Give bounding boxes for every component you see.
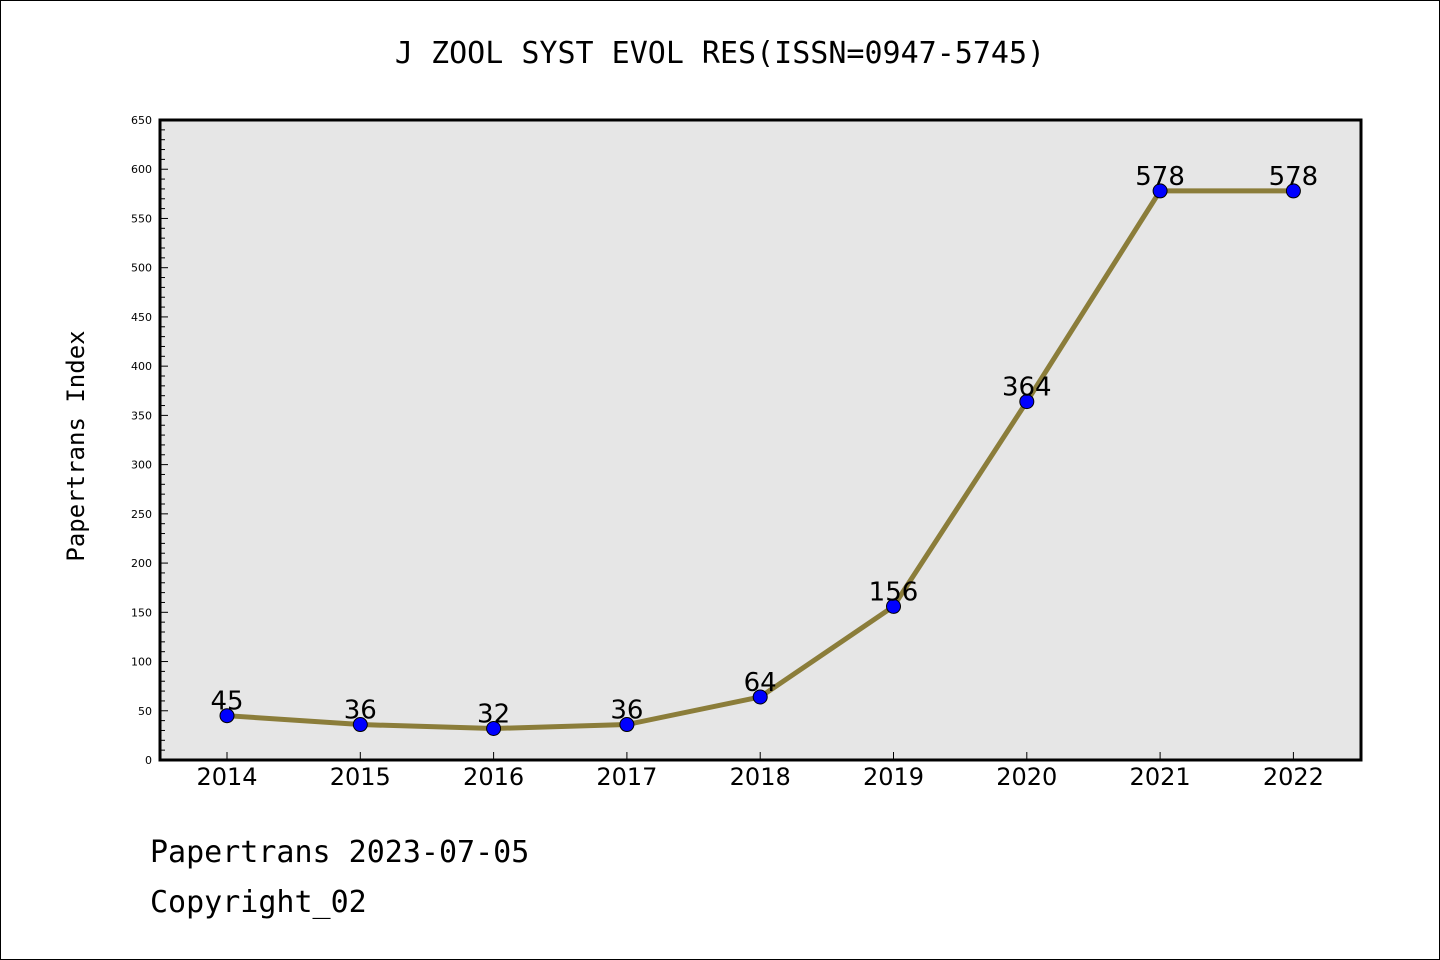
y-tick-label: 450 (131, 311, 152, 324)
data-label: 32 (477, 699, 510, 729)
y-tick-label: 650 (131, 114, 152, 127)
y-tick-label: 200 (131, 557, 152, 570)
data-point (1285, 183, 1301, 199)
y-tick-label: 600 (131, 163, 152, 176)
y-tick-label: 350 (131, 409, 152, 422)
y-tick-label: 250 (131, 508, 152, 521)
x-tick-label: 2020 (996, 763, 1057, 791)
x-tick-label: 2018 (730, 763, 791, 791)
data-point (619, 717, 635, 733)
data-point (1152, 183, 1168, 199)
x-tick-label: 2014 (196, 763, 257, 791)
series-markers (219, 183, 1301, 736)
data-label: 36 (610, 696, 643, 726)
data-label: 156 (869, 577, 919, 607)
x-tick-label: 2021 (1130, 763, 1191, 791)
data-label: 64 (744, 668, 777, 698)
x-tick-label: 2016 (463, 763, 524, 791)
y-tick-label: 500 (131, 262, 152, 275)
y-tick-label: 100 (131, 656, 152, 669)
plot-border (158, 118, 1363, 762)
footer-copyright: Copyright_02 (150, 885, 367, 920)
footer-date-line: Papertrans 2023-07-05 (150, 835, 530, 870)
x-tick-label: 2017 (596, 763, 657, 791)
y-tick-label: 150 (131, 606, 152, 619)
x-tick-label: 2022 (1263, 763, 1324, 791)
y-tick-label: 550 (131, 212, 152, 225)
chart-title: J ZOOL SYST EVOL RES(ISSN=0947-5745) (394, 36, 1046, 71)
plot-area (160, 120, 1361, 760)
x-tick-label: 2015 (330, 763, 391, 791)
data-point (352, 717, 368, 733)
data-labels: 45 36 32 36 64 156 364 578 578 (210, 162, 1318, 730)
data-label: 578 (1269, 162, 1319, 192)
data-point (1019, 394, 1035, 410)
x-tick-label: 2019 (863, 763, 924, 791)
data-label: 36 (344, 696, 377, 726)
data-point (752, 689, 768, 705)
y-tick-label: 0 (145, 754, 152, 767)
data-label: 45 (210, 687, 243, 717)
y-tick-label: 400 (131, 360, 152, 373)
y-tick-label: 50 (138, 705, 152, 718)
data-point (486, 720, 502, 736)
data-label: 364 (1002, 373, 1052, 403)
x-axis: 2014 2015 2016 2017 2018 2019 2020 2021 2022 (196, 752, 1324, 791)
data-point (886, 598, 901, 614)
y-tick-label: 300 (131, 459, 152, 472)
data-point (219, 708, 235, 724)
data-label: 578 (1135, 162, 1185, 192)
